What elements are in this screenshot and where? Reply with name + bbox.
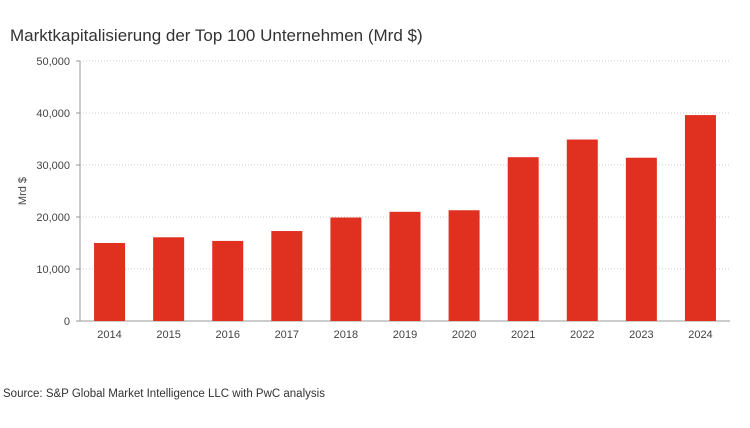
x-tick-label: 2022 bbox=[570, 329, 594, 341]
x-tick-label: 2024 bbox=[688, 329, 712, 341]
chart-title: Marktkapitalisierung der Top 100 Unterne… bbox=[10, 26, 423, 45]
bar-2017 bbox=[271, 231, 303, 321]
y-tick-label: 0 bbox=[64, 316, 70, 328]
x-tick-label: 2014 bbox=[97, 329, 121, 341]
y-tick-label: 50,000 bbox=[36, 56, 70, 68]
x-tick-label: 2018 bbox=[334, 329, 358, 341]
y-tick-label: 30,000 bbox=[36, 160, 70, 172]
x-tick-label: 2015 bbox=[156, 329, 180, 341]
bar-2021 bbox=[507, 157, 539, 321]
bar-2023 bbox=[625, 157, 657, 321]
x-tick-label: 2021 bbox=[511, 329, 535, 341]
y-tick-label: 10,000 bbox=[36, 264, 70, 276]
y-axis-label: Mrd $ bbox=[17, 177, 29, 205]
y-tick-label: 40,000 bbox=[36, 108, 70, 120]
x-tick-label: 2020 bbox=[452, 329, 476, 341]
y-tick-label: 20,000 bbox=[36, 212, 70, 224]
bar-2018 bbox=[330, 217, 362, 321]
x-tick-label: 2019 bbox=[393, 329, 417, 341]
x-tick-label: 2016 bbox=[215, 329, 239, 341]
bar-2014 bbox=[94, 243, 126, 321]
bar-2020 bbox=[448, 210, 480, 321]
bar-2015 bbox=[153, 237, 185, 321]
bar-2024 bbox=[684, 115, 716, 321]
bar-2019 bbox=[389, 211, 421, 321]
x-tick-label: 2017 bbox=[275, 329, 299, 341]
bar-2016 bbox=[212, 240, 244, 321]
bar-2022 bbox=[566, 139, 598, 321]
source-note: Source: S&P Global Market Intelligence L… bbox=[3, 388, 325, 400]
x-tick-label: 2023 bbox=[629, 329, 653, 341]
